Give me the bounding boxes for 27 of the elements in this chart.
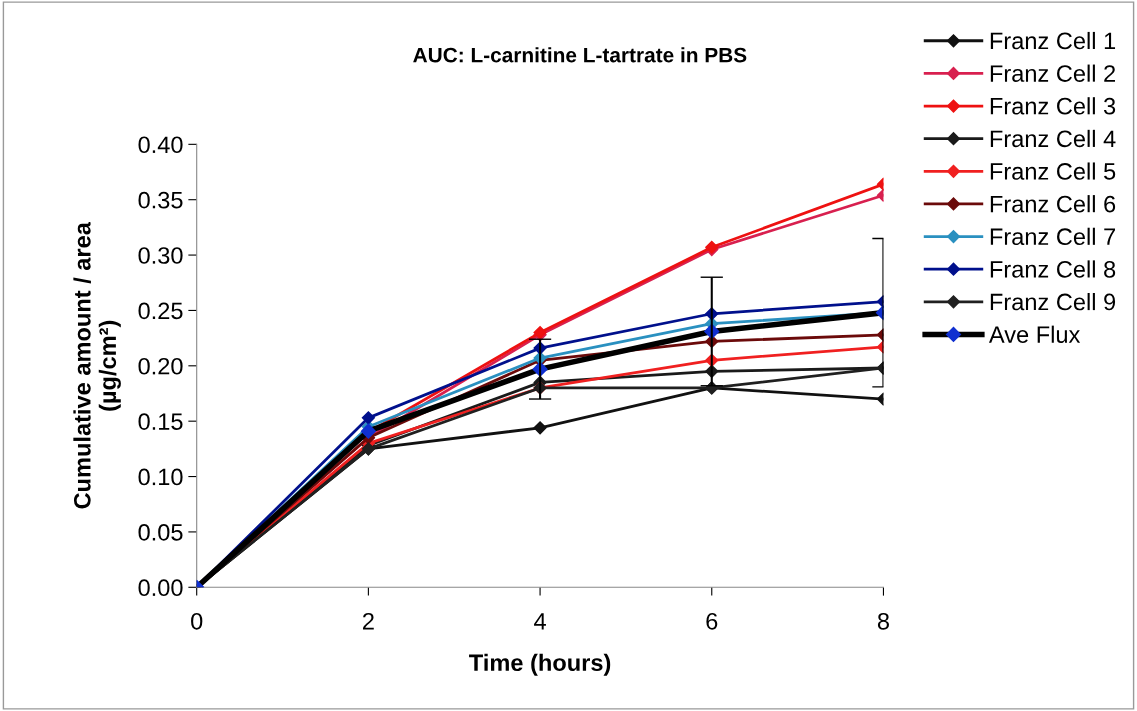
chart-title: AUC: L-carnitine L-tartrate in PBS bbox=[413, 47, 747, 63]
y-tick-label: 0.35 bbox=[138, 191, 183, 209]
y-tick-label: 0.00 bbox=[138, 579, 183, 597]
legend-label: Franz Cell 9 bbox=[990, 292, 1116, 311]
x-tick-label: 6 bbox=[706, 612, 718, 630]
y-tick-label: 0.40 bbox=[138, 136, 183, 154]
y-tick-label: 0.25 bbox=[138, 302, 183, 320]
legend-label: Franz Cell 3 bbox=[990, 97, 1116, 115]
y-tick-label: 0.30 bbox=[138, 247, 183, 264]
y-tick-label: 0.20 bbox=[138, 357, 183, 375]
legend-label: Ave Flux bbox=[988, 325, 1081, 343]
x-axis-title: Time (hours) bbox=[469, 653, 611, 676]
x-tick-label: 8 bbox=[877, 612, 889, 630]
legend-label: Franz Cell 7 bbox=[990, 227, 1116, 246]
legend-label: Franz Cell 6 bbox=[990, 195, 1116, 213]
y-tick-label: 0.15 bbox=[138, 413, 183, 430]
legend-label: Franz Cell 2 bbox=[990, 64, 1116, 82]
legend-label: Franz Cell 1 bbox=[990, 31, 1116, 50]
y-tick-label: 0.05 bbox=[138, 523, 183, 541]
legend-label: Franz Cell 8 bbox=[990, 260, 1116, 278]
x-tick-label: 2 bbox=[363, 612, 374, 630]
legend-label: Franz Cell 4 bbox=[990, 129, 1116, 148]
x-tick-label: 4 bbox=[534, 613, 546, 630]
x-tick-label: 0 bbox=[191, 612, 203, 630]
y-axis-title: Cumulative amount / area (µg/cm²) bbox=[73, 221, 121, 509]
legend-label: Franz Cell 5 bbox=[990, 162, 1116, 180]
y-tick-label: 0.10 bbox=[138, 468, 183, 486]
